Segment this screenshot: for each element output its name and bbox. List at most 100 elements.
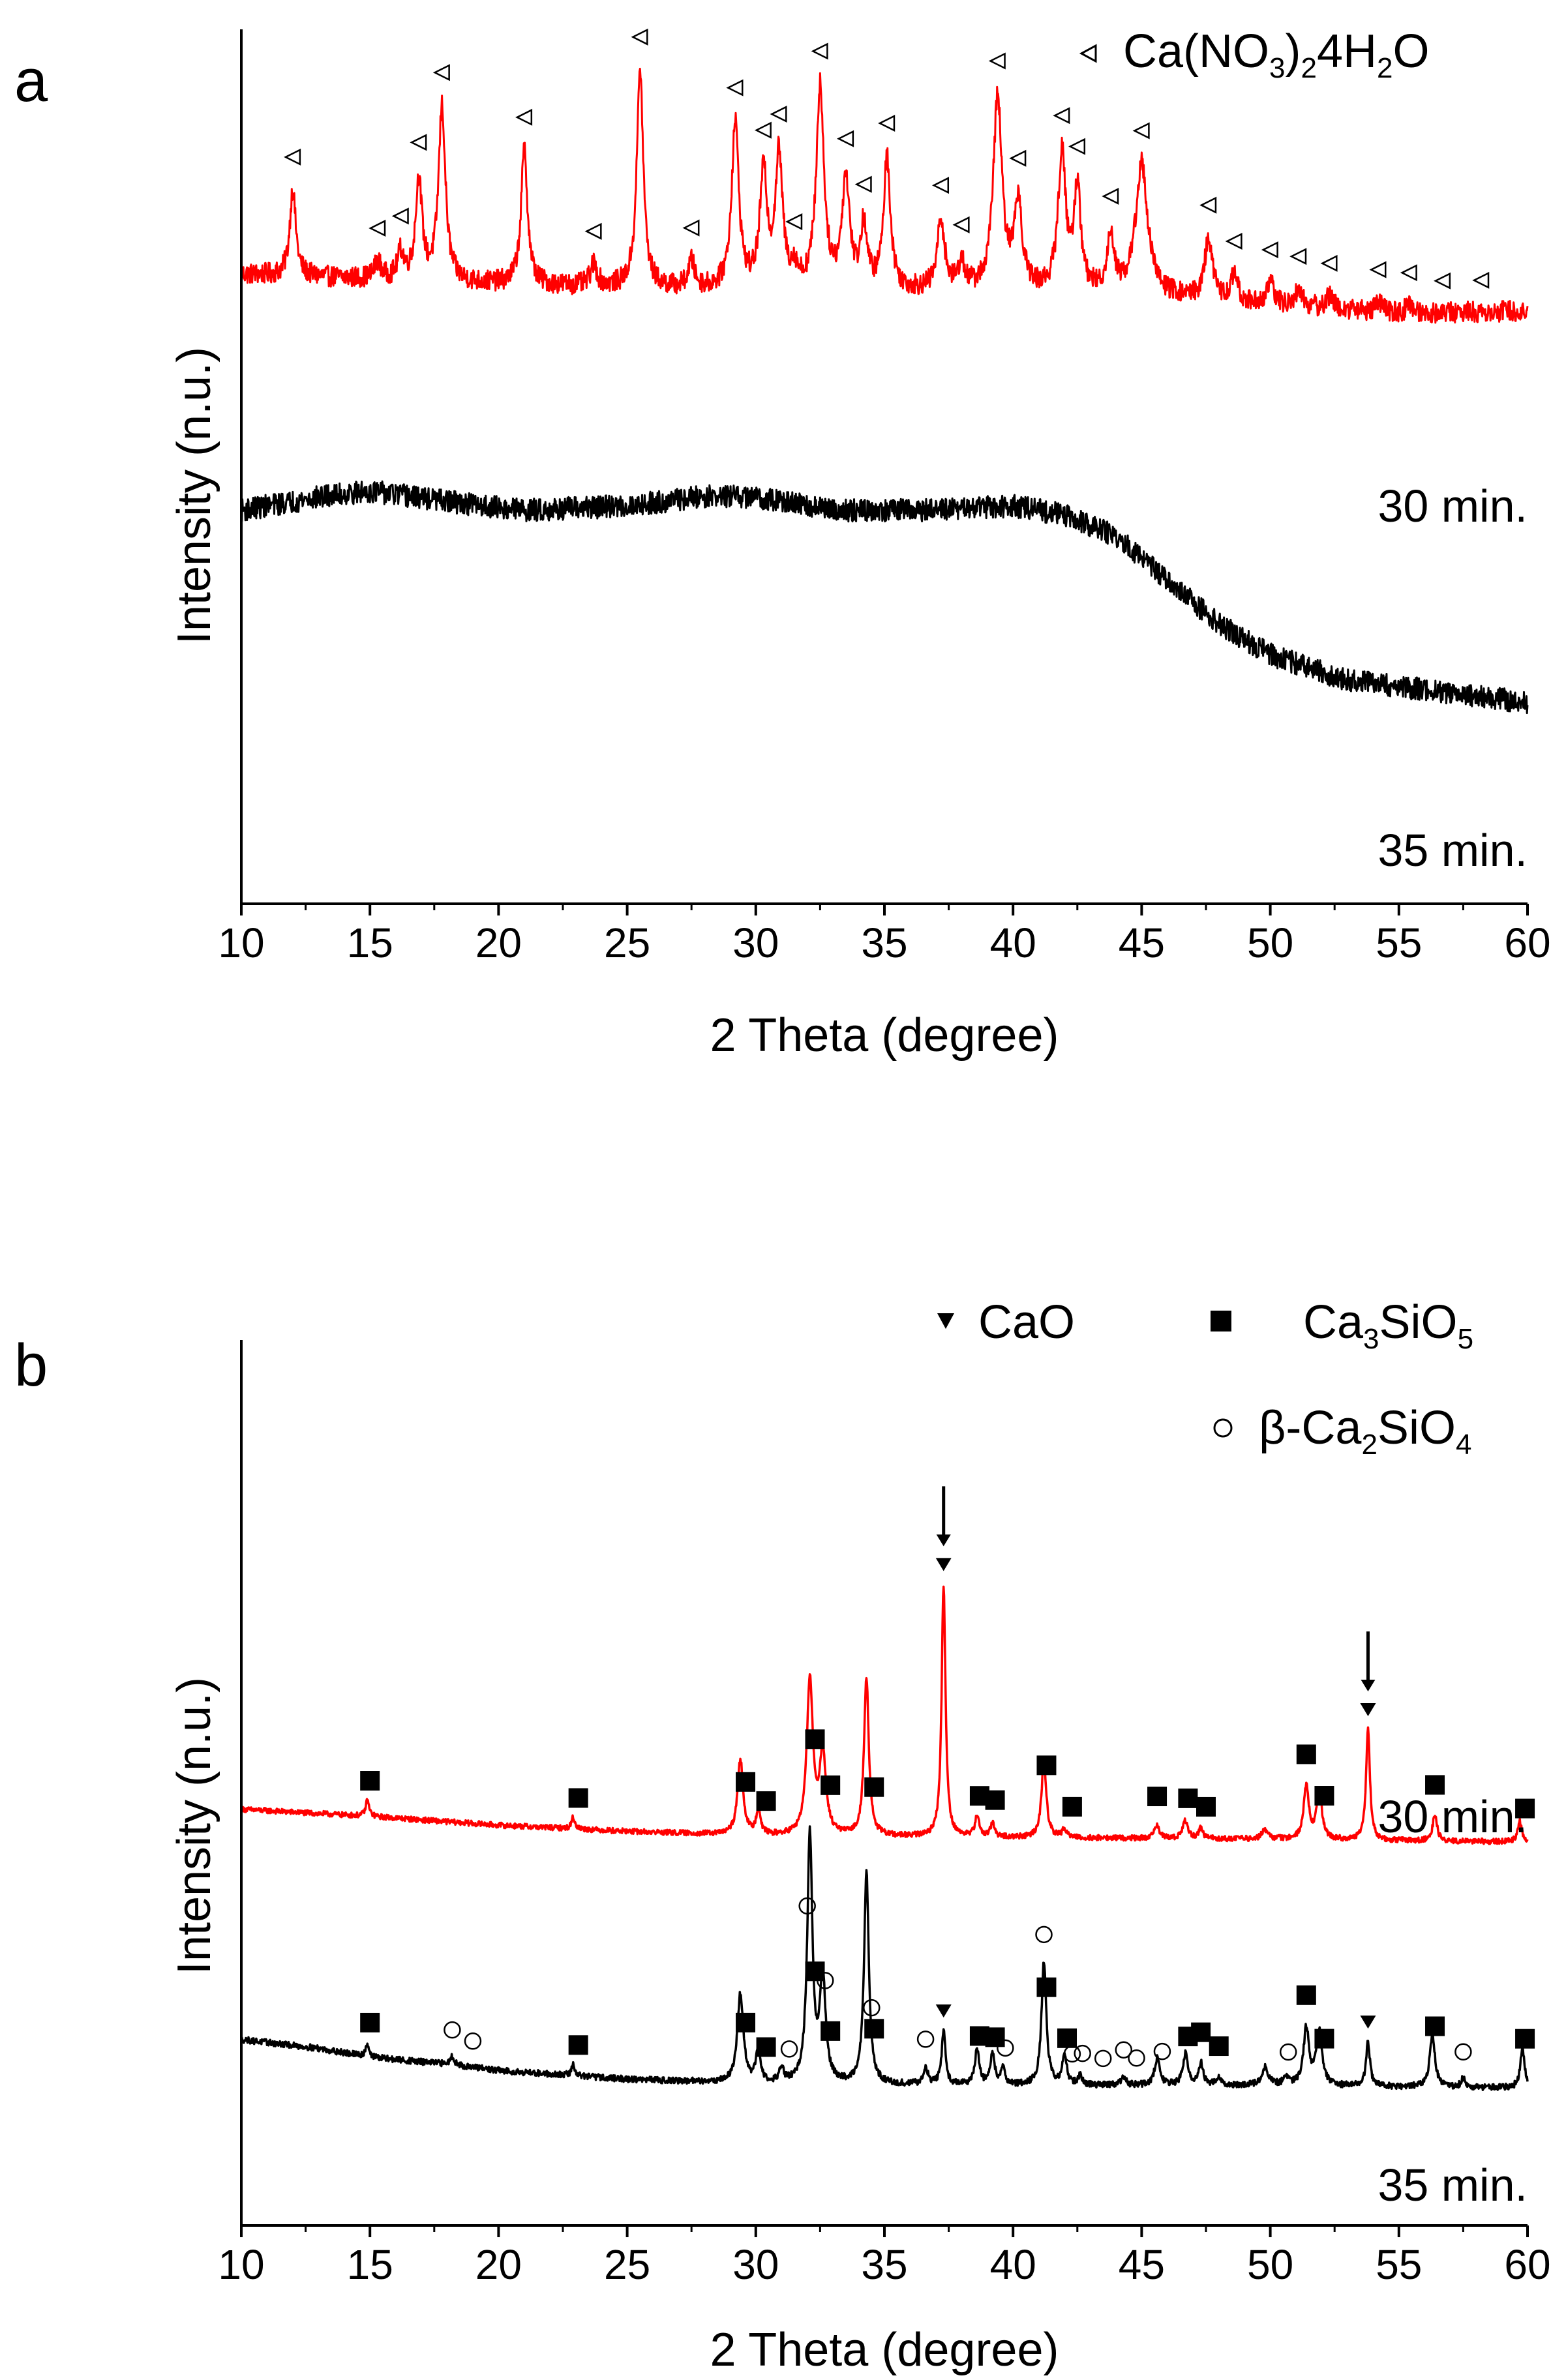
x-tick-label-20: 20 [475, 2241, 522, 2288]
marker-ca3sio5-35-4 [805, 1961, 825, 1982]
legend-cao-label: CaO [978, 1296, 1075, 1348]
marker-beta-ca2sio4-8 [1035, 1926, 1053, 1944]
marker-ca3sio5-30-17 [1515, 1798, 1535, 1819]
marker-ca-nitrate-14 [837, 130, 854, 147]
series-b-35min [241, 1825, 1529, 2091]
panel-a-letter: a [14, 48, 48, 114]
marker-beta-ca2sio4-10 [1074, 2044, 1091, 2062]
marker-ca3sio5-30-15 [1314, 1786, 1334, 1806]
series-b-30min [240, 1585, 1529, 1845]
x-tick-label-50: 50 [1247, 919, 1293, 966]
marker-ca3sio5-30-8 [985, 1790, 1005, 1810]
panel-b-ylabel: Intensity (n.u.) [168, 1677, 220, 1974]
marker-ca3sio5-30-13 [1196, 1796, 1216, 1817]
x-tick-label-15: 15 [347, 919, 393, 966]
x-tick-label-10: 10 [218, 2241, 264, 2288]
marker-ca3sio5-35-15 [1314, 2029, 1334, 2049]
marker-ca3sio5-35-1 [568, 2035, 588, 2055]
marker-ca-nitrate-31 [1400, 264, 1417, 282]
cao-arrow-head-0 [936, 1534, 951, 1547]
panel-a-plot: 10 15 20 25 30 35 40 45 50 55 60 [218, 28, 1551, 966]
marker-ca3sio5-35-6 [864, 2019, 884, 2039]
marker-ca-nitrate-5 [515, 108, 533, 126]
x-tick-label-35: 35 [861, 919, 907, 966]
marker-ca-nitrate-7 [631, 28, 648, 46]
legend-circle-marker [1213, 1418, 1233, 1438]
marker-beta-ca2sio4-1 [464, 2032, 482, 2050]
panel-b-letter: b [14, 1332, 48, 1399]
marker-ca-nitrate-2 [391, 207, 409, 225]
panel-b-x-ticks [240, 2225, 1529, 2237]
marker-ca3sio5-35-13 [1209, 2036, 1229, 2057]
x-tick-label-55: 55 [1376, 2241, 1422, 2288]
marker-ca3sio5-35-0 [360, 2012, 380, 2032]
panel-a-ylabel: Intensity (n.u.) [168, 347, 220, 644]
marker-ca3sio5-35-14 [1296, 1985, 1316, 2005]
x-tick-label-40: 40 [990, 2241, 1036, 2288]
marker-ca3sio5-30-4 [805, 1729, 825, 1749]
legend-beta-ca2sio4-label: β-Ca2​SiO4​ [1259, 1402, 1471, 1461]
legend-ca3sio5-label: Ca3​SiO5​ [1303, 1296, 1473, 1355]
marker-ca-nitrate-12 [785, 213, 803, 231]
marker-beta-ca2sio4-0 [444, 2021, 461, 2039]
panel-a-x-ticks [240, 904, 1529, 915]
panel-b-label-30min: 30 min. [1378, 1791, 1528, 1842]
marker-ca-nitrate-1 [369, 219, 386, 237]
marker-ca3sio5-35-9 [1036, 1977, 1057, 1997]
x-tick-label-60: 60 [1504, 919, 1550, 966]
panel-b-legend: CaO Ca3​SiO5​ β-Ca2​SiO4​ [937, 1296, 1473, 1461]
panel-b-x-tick-labels: 10 15 20 25 30 35 40 45 50 55 60 [218, 2241, 1550, 2288]
marker-ca3sio5-35-3 [756, 2037, 776, 2057]
marker-ca3sio5-30-10 [1062, 1796, 1082, 1817]
marker-ca3sio5-35-16 [1425, 2016, 1445, 2036]
marker-ca3sio5-35-17 [1515, 2029, 1535, 2049]
marker-ca-nitrate-29 [1320, 254, 1338, 272]
panel-a-label-30min: 30 min. [1378, 481, 1528, 531]
panel-b-label-35min: 35 min. [1378, 2160, 1528, 2210]
marker-beta-ca2sio4-5 [863, 1999, 881, 2017]
panel-a-xlabel: 2 Theta (degree) [710, 1009, 1059, 1062]
panel-a-legend: Ca(NO3​)2​4H2​O [1079, 25, 1430, 84]
marker-ca3sio5-30-16 [1425, 1775, 1445, 1795]
marker-ca-nitrate-20 [1009, 149, 1027, 167]
marker-ca3sio5-30-0 [360, 1771, 380, 1791]
marker-ca3sio5-30-5 [821, 1775, 841, 1795]
marker-cao-35-0 [935, 2004, 952, 2018]
marker-ca3sio5-30-2 [736, 1772, 756, 1792]
x-tick-label-40: 40 [990, 919, 1036, 966]
marker-ca-nitrate-26 [1225, 232, 1242, 250]
marker-ca-nitrate-13 [811, 42, 828, 60]
x-tick-label-55: 55 [1376, 919, 1422, 966]
x-tick-label-30: 30 [732, 2241, 779, 2288]
x-tick-label-45: 45 [1119, 919, 1165, 966]
marker-beta-ca2sio4-14 [1153, 2042, 1171, 2060]
marker-ca3sio5-35-10 [1057, 2028, 1077, 2048]
marker-cao-30-0 [935, 1558, 952, 1571]
marker-beta-ca2sio4-16 [1454, 2043, 1472, 2061]
marker-ca-nitrate-23 [1102, 187, 1119, 205]
marker-cao-30-1 [1360, 1703, 1376, 1717]
panel-a-series [240, 67, 1529, 715]
legend-triangle-down-marker [937, 1313, 954, 1329]
legend-triangle-left-marker [1079, 44, 1097, 63]
marker-ca-nitrate-0 [284, 148, 301, 166]
marker-ca-nitrate-19 [988, 52, 1006, 70]
panel-a-label-35min: 35 min. [1378, 825, 1528, 876]
x-tick-label-50: 50 [1247, 2241, 1293, 2288]
marker-beta-ca2sio4-7 [997, 2039, 1014, 2057]
x-tick-label-25: 25 [604, 2241, 650, 2288]
legend-square-marker [1211, 1311, 1231, 1331]
marker-ca-nitrate-33 [1472, 271, 1490, 289]
marker-ca-nitrate-17 [931, 177, 950, 194]
cao-arrow-head-1 [1361, 1680, 1376, 1692]
marker-ca3sio5-30-11 [1147, 1787, 1167, 1807]
panel-b-series [240, 1585, 1529, 2091]
marker-ca-nitrate-16 [878, 114, 896, 132]
marker-ca3sio5-35-8 [985, 2027, 1005, 2047]
marker-ca-nitrate-21 [1053, 107, 1070, 125]
marker-ca-nitrate-15 [854, 175, 872, 193]
marker-ca3sio5-35-5 [821, 2021, 841, 2041]
marker-beta-ca2sio4-9 [1063, 2045, 1081, 2063]
x-tick-label-60: 60 [1504, 2241, 1550, 2288]
